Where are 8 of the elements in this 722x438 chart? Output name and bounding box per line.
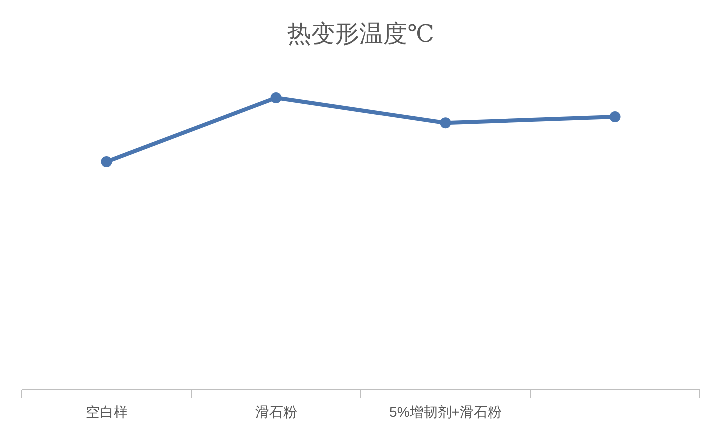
point — [270, 92, 282, 104]
x-tick-label: 空白样 — [86, 404, 128, 420]
point — [101, 156, 112, 168]
chart-title: 热变形温度℃ — [288, 21, 434, 48]
x-tick-label: 滑石粉 — [255, 404, 298, 420]
x-tick-label: 5%增韧剂+滑石粉 — [390, 404, 502, 420]
point — [440, 118, 452, 129]
point — [610, 111, 621, 122]
